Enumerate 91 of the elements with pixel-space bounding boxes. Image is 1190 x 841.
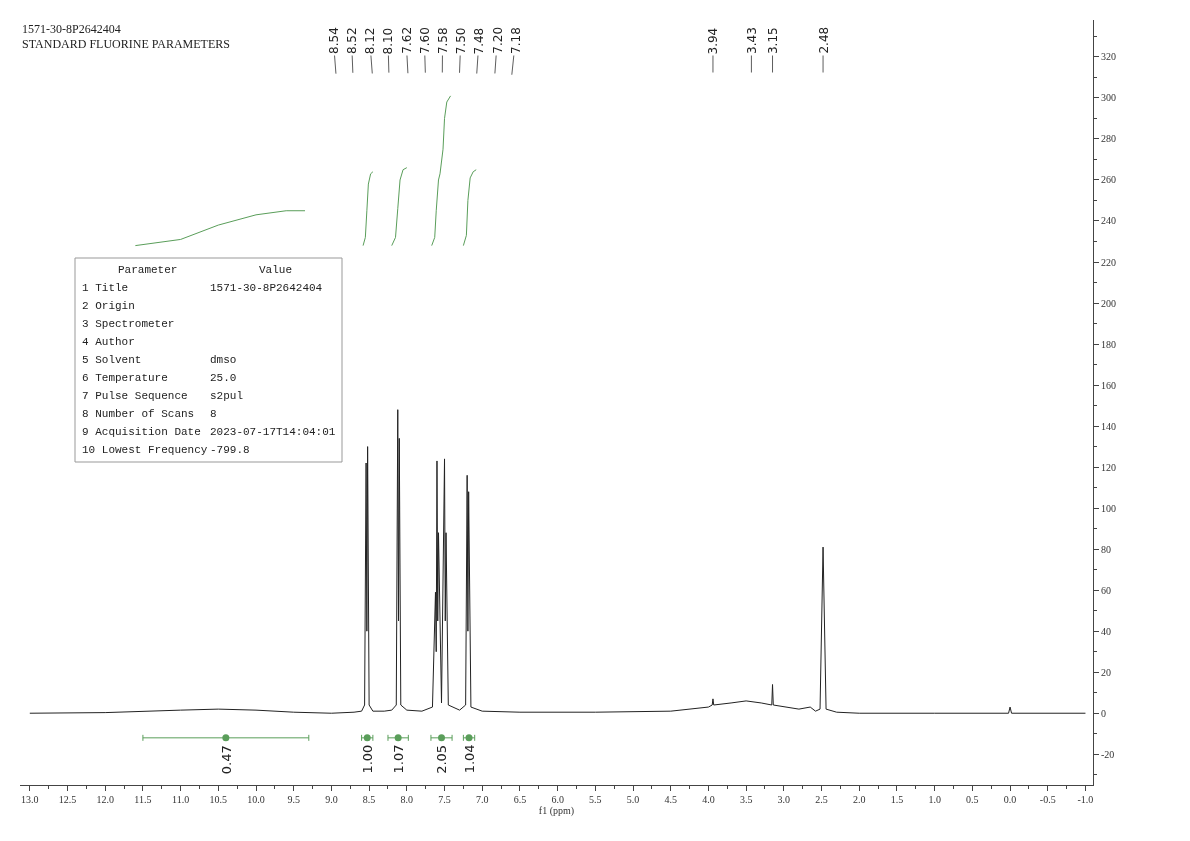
annotation: 5 Solvent bbox=[82, 354, 142, 366]
annotation: 2.05 bbox=[434, 744, 450, 774]
annotation: 7.60 bbox=[417, 27, 432, 54]
x-tick-label: 0.0 bbox=[1003, 794, 1017, 805]
annotation: 3.15 bbox=[766, 27, 781, 55]
line-series bbox=[134, 210, 306, 247]
annotation: 0.47 bbox=[218, 745, 234, 775]
annotation: s2pul bbox=[210, 390, 244, 402]
y-tick-label: 240 bbox=[1101, 215, 1116, 227]
x-tick-label: 7.0 bbox=[475, 794, 489, 805]
x-tick-label: 6.5 bbox=[513, 794, 527, 805]
annotation: Parameter bbox=[118, 264, 178, 276]
annotation: 7.50 bbox=[454, 27, 469, 55]
x-tick-label: 3.0 bbox=[777, 794, 791, 805]
annotation: 9 Acquisition Date bbox=[82, 426, 201, 438]
annotation: 2023-07-17T14:04:01 bbox=[210, 426, 336, 438]
annotation: 8.12 bbox=[363, 27, 378, 55]
y-tick-label: 160 bbox=[1101, 379, 1116, 391]
annotation: 8.54 bbox=[326, 27, 341, 54]
annotation: 1.04 bbox=[461, 744, 477, 774]
x-tick-label: 2.5 bbox=[815, 794, 828, 805]
x-tick-label: 3.5 bbox=[739, 794, 753, 805]
annotation: 2.48 bbox=[816, 26, 831, 54]
annotation: -799.8 bbox=[210, 444, 250, 456]
x-tick-label: 9.0 bbox=[325, 794, 338, 805]
y-tick-label: 300 bbox=[1101, 92, 1116, 104]
annotation: Value bbox=[259, 264, 293, 276]
annotation: 8 Number of Scans bbox=[82, 408, 195, 420]
annotation: 1.07 bbox=[390, 744, 406, 774]
x-tick-label: 5.0 bbox=[626, 794, 640, 805]
x-tick-label: 13.0 bbox=[21, 794, 39, 805]
x-tick-label: 8.5 bbox=[362, 794, 376, 805]
x-axis-title: f1 (ppm) bbox=[538, 805, 575, 817]
annotation: 1571-30-8P2642404 bbox=[210, 282, 323, 294]
annotation: 3.94 bbox=[706, 27, 721, 55]
annotation: 4 Author bbox=[82, 336, 135, 348]
annotation: dmso bbox=[210, 354, 237, 366]
y-tick-label: -20 bbox=[1101, 748, 1115, 760]
annotation: 7.58 bbox=[436, 27, 451, 55]
x-tick-label: -0.5 bbox=[1039, 794, 1056, 805]
y-tick-label: 140 bbox=[1101, 420, 1116, 432]
x-tick-label: 11.0 bbox=[172, 794, 190, 805]
y-tick-label: 280 bbox=[1101, 133, 1116, 145]
annotation: 3.43 bbox=[744, 27, 759, 54]
y-tick-label: 220 bbox=[1101, 256, 1116, 268]
x-tick-label: 12.5 bbox=[58, 794, 77, 805]
y-tick-label: 320 bbox=[1101, 51, 1116, 63]
x-tick-label: 12.0 bbox=[96, 794, 114, 805]
annotation: 10 Lowest Frequency bbox=[82, 444, 208, 456]
chart-title: 1571-30-8P2642404 bbox=[22, 22, 121, 36]
y-tick-label: 100 bbox=[1101, 502, 1116, 514]
y-tick-label: 20 bbox=[1101, 666, 1111, 678]
text: STANDARD FLUORINE PARAMETERS bbox=[22, 37, 230, 51]
annotation: 8.52 bbox=[345, 27, 360, 55]
x-tick-label: 7.5 bbox=[438, 794, 451, 805]
x-tick-label: 11.5 bbox=[134, 794, 152, 805]
x-tick-label: 5.5 bbox=[589, 794, 602, 805]
annotation: 1 Title bbox=[82, 282, 129, 294]
annotation: 8.10 bbox=[381, 27, 396, 55]
y-tick-label: 260 bbox=[1101, 174, 1116, 186]
annotation: 6 Temperature bbox=[82, 372, 168, 384]
line-series bbox=[29, 409, 1086, 714]
x-tick-label: 10.5 bbox=[209, 794, 228, 805]
y-tick-label: 200 bbox=[1101, 297, 1116, 309]
y-tick-label: 0 bbox=[1101, 707, 1106, 719]
y-tick-label: 60 bbox=[1101, 584, 1111, 596]
x-tick-label: 6.0 bbox=[551, 794, 564, 805]
x-tick-label: 4.0 bbox=[702, 794, 715, 805]
x-tick-label: -1.0 bbox=[1077, 794, 1094, 805]
y-tick-label: 180 bbox=[1101, 338, 1116, 350]
annotation: 8 bbox=[210, 408, 217, 420]
x-tick-label: 9.5 bbox=[287, 794, 300, 805]
annotation: 1.00 bbox=[359, 744, 375, 774]
y-tick-label: 120 bbox=[1101, 461, 1116, 473]
y-tick-label: 40 bbox=[1101, 625, 1111, 637]
x-tick-label: 4.5 bbox=[664, 794, 677, 805]
annotation: 2 Origin bbox=[82, 300, 135, 312]
x-tick-label: 2.0 bbox=[853, 794, 866, 805]
x-tick-label: 0.5 bbox=[966, 794, 979, 805]
x-tick-label: 10.0 bbox=[247, 794, 265, 805]
x-tick-label: 8.0 bbox=[400, 794, 414, 805]
x-tick-label: 1.0 bbox=[928, 794, 941, 805]
annotation: 25.0 bbox=[210, 372, 237, 384]
annotation: 7.48 bbox=[472, 27, 487, 55]
annotation: 7.20 bbox=[490, 26, 505, 54]
annotation: 3 Spectrometer bbox=[82, 318, 175, 330]
x-tick-label: 1.5 bbox=[890, 794, 904, 805]
y-tick-label: 80 bbox=[1101, 543, 1111, 555]
annotation: 7.18 bbox=[508, 27, 523, 54]
annotation: 7.62 bbox=[399, 26, 414, 54]
annotation: 7 Pulse Sequence bbox=[82, 390, 188, 402]
